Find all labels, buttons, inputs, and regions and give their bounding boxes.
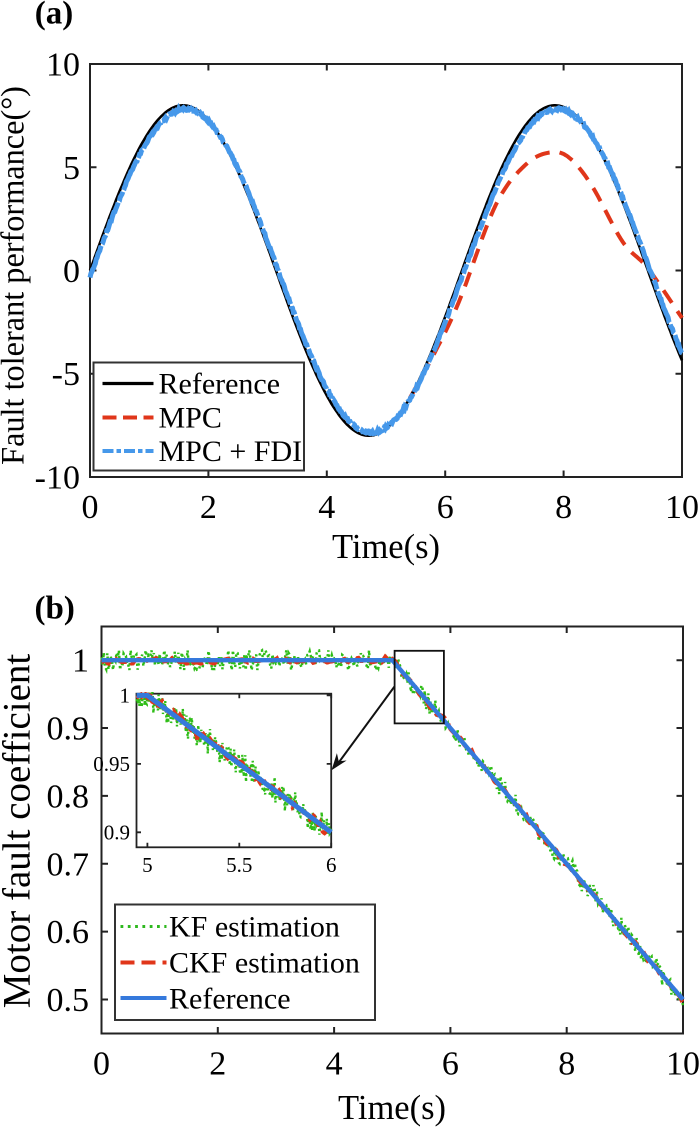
svg-text:6: 6 xyxy=(326,853,337,877)
svg-text:0: 0 xyxy=(82,489,99,526)
svg-text:CKF estimation: CKF estimation xyxy=(169,947,360,980)
svg-text:10: 10 xyxy=(666,1046,700,1083)
svg-text:0.9: 0.9 xyxy=(104,820,130,844)
svg-text:5.5: 5.5 xyxy=(226,853,252,877)
svg-text:5: 5 xyxy=(142,853,153,877)
svg-text:Motor fault coefficient: Motor fault coefficient xyxy=(0,654,39,1009)
svg-text:10: 10 xyxy=(46,47,80,84)
svg-text:4: 4 xyxy=(318,489,335,526)
svg-text:Time(s): Time(s) xyxy=(338,1089,446,1127)
svg-text:0: 0 xyxy=(63,253,80,290)
svg-text:2: 2 xyxy=(209,1046,226,1083)
svg-text:Fault tolerant performance(°): Fault tolerant performance(°) xyxy=(0,86,31,465)
svg-text:0.6: 0.6 xyxy=(47,914,90,951)
svg-text:MPC: MPC xyxy=(159,402,222,435)
svg-text:MPC + FDI: MPC + FDI xyxy=(159,435,303,468)
svg-text:8: 8 xyxy=(558,1046,575,1083)
svg-text:1: 1 xyxy=(120,683,131,707)
svg-text:Time(s): Time(s) xyxy=(332,528,440,566)
svg-text:-5: -5 xyxy=(52,356,80,393)
svg-text:Reference: Reference xyxy=(159,368,281,401)
svg-text:2: 2 xyxy=(200,489,217,526)
svg-text:0.7: 0.7 xyxy=(47,846,90,883)
svg-text:0.8: 0.8 xyxy=(47,778,90,815)
svg-text:0.9: 0.9 xyxy=(47,711,90,748)
svg-text:0.95: 0.95 xyxy=(93,752,130,776)
svg-text:10: 10 xyxy=(665,489,699,526)
svg-text:5: 5 xyxy=(63,150,80,187)
svg-text:6: 6 xyxy=(442,1046,459,1083)
svg-text:4: 4 xyxy=(326,1046,343,1083)
svg-text:6: 6 xyxy=(437,489,454,526)
svg-text:Reference: Reference xyxy=(169,983,291,1016)
svg-text:8: 8 xyxy=(555,489,572,526)
svg-text:1: 1 xyxy=(72,643,89,680)
svg-text:0.5: 0.5 xyxy=(47,982,90,1019)
svg-text:-10: -10 xyxy=(35,460,80,497)
svg-text:KF estimation: KF estimation xyxy=(169,911,340,944)
svg-text:(b): (b) xyxy=(35,591,75,627)
svg-text:(a): (a) xyxy=(35,0,73,32)
svg-text:0: 0 xyxy=(93,1046,110,1083)
